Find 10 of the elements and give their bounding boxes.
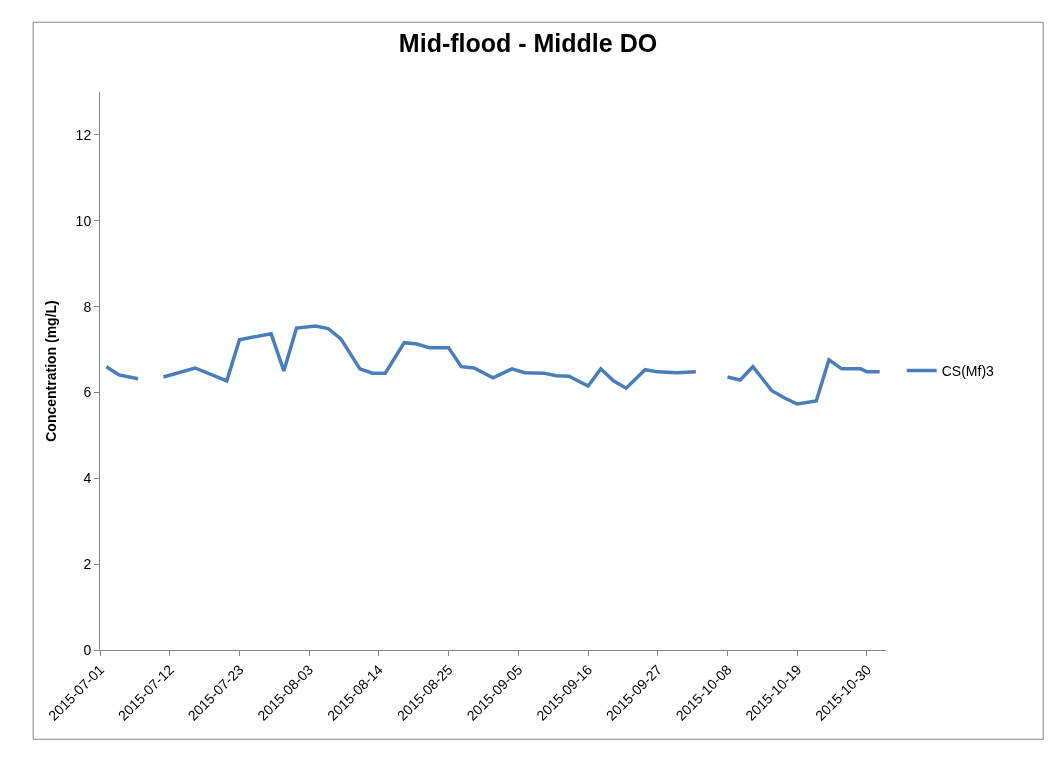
y-axis-title: Concentration (mg/L) [43, 300, 60, 442]
y-tick-label: 10 [75, 212, 92, 229]
y-tick-label: 0 [83, 641, 92, 658]
chart-title: Mid-flood - Middle DO [398, 28, 658, 57]
y-tick-label: 2 [83, 556, 92, 573]
y-tick-label: 12 [75, 126, 92, 143]
y-tick-label: 8 [83, 298, 92, 315]
y-tick-label: 4 [83, 470, 92, 487]
y-tick-label: 6 [83, 384, 92, 401]
legend-label: CS(Mf)3 [941, 363, 995, 380]
